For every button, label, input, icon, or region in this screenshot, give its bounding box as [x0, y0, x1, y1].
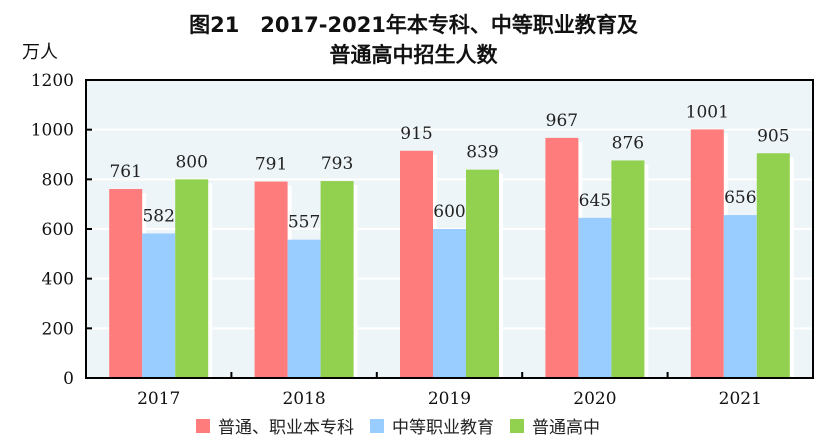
- data-label: 582: [142, 206, 174, 226]
- legend-label: 普通高中: [532, 418, 600, 438]
- bar-2017-3: [175, 179, 209, 378]
- x-tick-label: 2019: [428, 389, 471, 409]
- legend-label: 中等职业教育: [392, 418, 494, 438]
- data-label: 905: [757, 126, 789, 146]
- x-tick-label: 2021: [719, 389, 762, 409]
- bar-2018-3: [320, 181, 354, 378]
- data-label: 876: [612, 133, 644, 153]
- data-label: 761: [109, 162, 141, 182]
- data-label: 915: [400, 124, 432, 144]
- legend-item: 中等职业教育: [370, 413, 494, 438]
- data-label: 557: [288, 213, 320, 233]
- legend-item: 普通、职业本专科: [196, 413, 354, 438]
- plot-border: [85, 79, 814, 379]
- legend-swatch: [370, 418, 384, 433]
- legend-swatch: [510, 418, 524, 433]
- y-tick-label: 200: [42, 319, 74, 339]
- data-label: 1001: [686, 102, 729, 122]
- data-label: 793: [321, 154, 353, 174]
- y-tick-label: 1000: [31, 121, 74, 141]
- data-label: 967: [546, 111, 578, 131]
- legend-item: 普通高中: [510, 413, 600, 438]
- y-tick-label: 600: [42, 220, 74, 240]
- bar-2018-1: [254, 181, 288, 378]
- legend: 普通、职业本专科 中等职业教育 普通高中: [196, 413, 600, 438]
- data-label: 791: [255, 155, 287, 175]
- data-label: 656: [724, 188, 756, 208]
- bar-2021-1: [690, 129, 724, 378]
- y-tick-label: 0: [63, 369, 74, 389]
- bar-2020-2: [578, 217, 612, 378]
- x-tick-label: 2017: [137, 389, 180, 409]
- legend-label: 普通、职业本专科: [218, 418, 354, 438]
- chart-title-line2: 普通高中招生人数: [329, 43, 498, 67]
- bar-2020-3: [611, 160, 645, 378]
- x-tick-label: 2018: [282, 389, 325, 409]
- y-tick-label: 1200: [31, 71, 74, 91]
- data-label: 800: [175, 152, 207, 172]
- bar-2021-2: [723, 215, 757, 378]
- bar-2020-1: [545, 137, 579, 378]
- x-tick-label: 2020: [573, 389, 616, 409]
- data-label: 600: [433, 202, 465, 222]
- data-label: 645: [579, 191, 611, 211]
- bar-2017-2: [142, 233, 176, 378]
- bar-2019-3: [466, 169, 499, 378]
- legend-swatch: [196, 418, 210, 433]
- y-tick-label: 400: [42, 270, 74, 290]
- bar-2017-1: [109, 189, 143, 378]
- chart-title-line1: 图21 2017-2021年本专科、中等职业教育及: [189, 13, 638, 37]
- bar-2021-3: [756, 153, 790, 378]
- y-tick-label: 800: [42, 170, 74, 190]
- bar-2019-2: [433, 229, 466, 378]
- y-axis-label: 万人: [22, 42, 58, 63]
- bar-2019-1: [400, 150, 433, 378]
- data-label: 839: [466, 143, 498, 163]
- bar-2018-2: [287, 239, 321, 378]
